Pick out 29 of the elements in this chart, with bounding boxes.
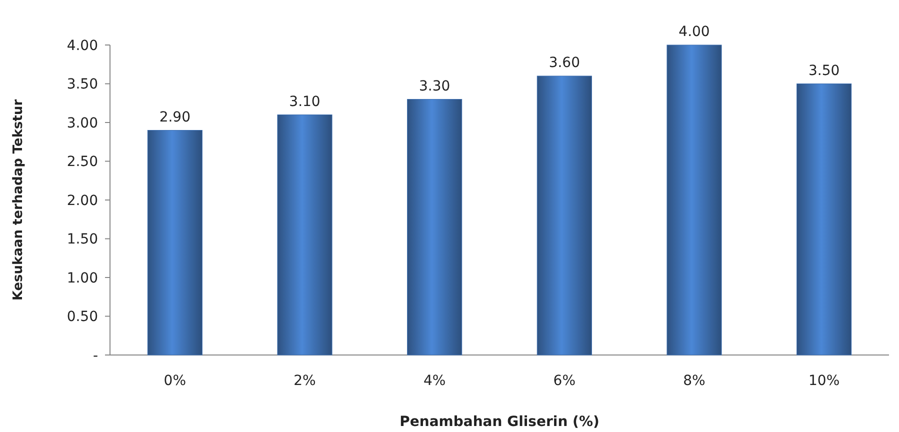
- bar: [277, 114, 332, 356]
- y-tick-label: 3.50: [66, 76, 98, 93]
- x-tick-label: 8%: [683, 373, 706, 389]
- y-tick-label: 1.00: [66, 270, 98, 286]
- bar: [666, 44, 722, 356]
- data-label: 2.90: [159, 109, 191, 126]
- y-axis-title: Kesukaan terhadap Tekstur: [11, 98, 26, 301]
- data-label: 3.60: [548, 55, 580, 71]
- data-label: 3.30: [418, 78, 450, 94]
- x-axis-title: Penambahan Gliserin (%): [400, 414, 600, 430]
- y-tick-label: 2.00: [66, 192, 98, 209]
- x-tick-label: 10%: [808, 373, 840, 389]
- bar: [147, 130, 202, 356]
- y-tick-label: 2.50: [66, 154, 98, 170]
- data-label: 4.00: [678, 24, 710, 40]
- y-tick-label: 4.00: [66, 38, 98, 54]
- x-tick-label: 0%: [164, 373, 186, 389]
- bar: [796, 84, 852, 356]
- x-tick-label: 4%: [423, 373, 446, 389]
- y-tick-label: -: [92, 348, 98, 364]
- data-label: 3.50: [808, 62, 840, 79]
- y-tick-label: 0.50: [66, 309, 98, 326]
- bar: [536, 76, 592, 356]
- x-tick-label: 6%: [553, 373, 576, 389]
- data-label: 3.10: [289, 94, 320, 110]
- y-tick-label: 3.00: [66, 115, 98, 132]
- y-tick-label: 1.50: [66, 232, 98, 248]
- bar: [407, 99, 462, 356]
- x-tick-label: 2%: [294, 373, 316, 389]
